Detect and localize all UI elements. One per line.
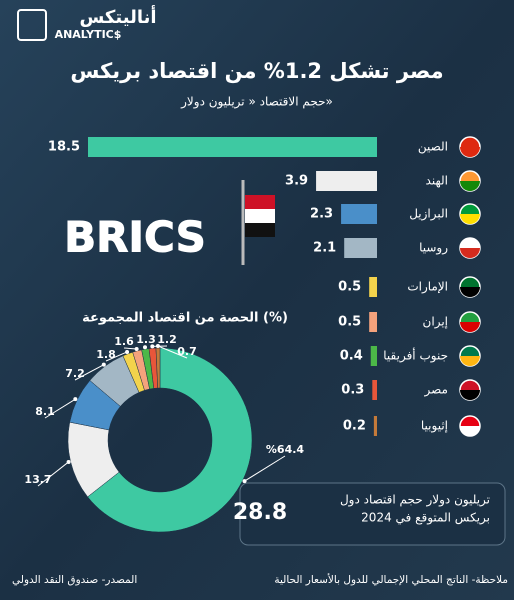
leader-line xyxy=(105,351,128,362)
leader-line xyxy=(44,398,76,419)
slice-label: %64.4 xyxy=(266,443,305,456)
flag xyxy=(460,147,480,157)
value-label: 18.5 xyxy=(48,140,80,155)
leader-line xyxy=(244,455,286,482)
logo-ar: أناليتكس xyxy=(79,5,156,28)
category-label: مصر xyxy=(424,383,448,398)
category-label: إثيوبيا xyxy=(421,419,448,434)
leader-dot xyxy=(242,479,247,484)
flag xyxy=(460,390,480,400)
bar xyxy=(373,416,377,436)
slice-label: 8.1 xyxy=(35,405,55,418)
leader-dot xyxy=(143,345,148,350)
leader-line xyxy=(157,345,188,359)
leader-line xyxy=(123,347,137,350)
slice-label: 1.6 xyxy=(114,335,134,348)
title: مصر تشكل 1.2% من اقتصاد بريكس xyxy=(70,59,443,83)
bar xyxy=(341,204,377,224)
slice-label: 7.2 xyxy=(65,367,85,380)
donut-title: الحصة من اقتصاد المجموعة (%) xyxy=(82,311,288,326)
category-label: روسيا xyxy=(419,241,448,256)
leader-dot xyxy=(66,459,71,464)
bar xyxy=(344,238,377,258)
footer-source: المصدر- صندوق النقد الدولي xyxy=(12,574,137,586)
bar xyxy=(369,277,377,297)
value-label: 3.9 xyxy=(285,174,308,189)
logo-icon xyxy=(17,9,47,41)
slice-label: 0.7 xyxy=(177,345,197,358)
brics-text: BRICS xyxy=(64,213,206,262)
category-label: إيران xyxy=(423,315,448,330)
bar xyxy=(369,312,377,332)
donut-slice xyxy=(87,347,253,533)
total-text: بريكس المتوقع في 2024 xyxy=(361,511,490,526)
donut-slice xyxy=(155,347,161,389)
flag xyxy=(460,248,480,258)
flag-band xyxy=(245,223,275,237)
slice-label: 1.3 xyxy=(136,333,156,346)
value-label: 0.3 xyxy=(341,383,364,398)
flag xyxy=(460,426,480,436)
category-label: الهند xyxy=(426,174,448,188)
flag xyxy=(460,214,480,224)
category-label: جنوب أفريقيا xyxy=(383,348,448,364)
leader-line xyxy=(74,364,105,381)
total-value: 28.8 xyxy=(233,500,287,525)
leader-dot xyxy=(101,362,106,367)
bar xyxy=(370,346,377,366)
flag xyxy=(460,322,480,332)
value-label: 0.2 xyxy=(343,419,366,434)
footer-note: ملاحظة- الناتج المحلي الإجمالي للدول بال… xyxy=(274,573,508,586)
category-label: الإمارات xyxy=(407,280,448,295)
bar xyxy=(372,380,377,400)
flag xyxy=(460,287,480,297)
logo-en: ANALYTIC$ xyxy=(55,28,122,41)
leader-dot xyxy=(150,344,155,349)
value-label: 2.3 xyxy=(310,207,333,222)
bar xyxy=(316,171,377,191)
bar xyxy=(88,137,377,157)
value-label: 0.5 xyxy=(338,315,361,330)
leader-line xyxy=(37,461,69,487)
flag xyxy=(460,356,480,366)
category-label: الصين xyxy=(418,140,448,155)
slice-label: 13.7 xyxy=(24,473,51,486)
value-label: 0.5 xyxy=(338,280,361,295)
leader-dot xyxy=(125,349,130,354)
value-label: 0.4 xyxy=(340,349,363,364)
leader-dot xyxy=(134,346,139,351)
leader-dot xyxy=(73,397,78,402)
brics-logo: BRICS xyxy=(64,180,275,265)
slice-label: 1.8 xyxy=(96,348,116,361)
flag-band xyxy=(245,209,275,223)
value-label: 2.1 xyxy=(313,241,336,256)
subtitle: حجم الاقتصاد « تريليون دولار» xyxy=(180,95,333,110)
flag-band xyxy=(245,195,275,209)
total-text: تريليون دولار حجم اقتصاد دول xyxy=(340,493,490,508)
leader-dot xyxy=(155,344,160,349)
total-box xyxy=(239,482,506,546)
category-label: البرازيل xyxy=(409,207,448,222)
slice-label: 1.2 xyxy=(157,333,177,346)
flag xyxy=(460,181,480,191)
